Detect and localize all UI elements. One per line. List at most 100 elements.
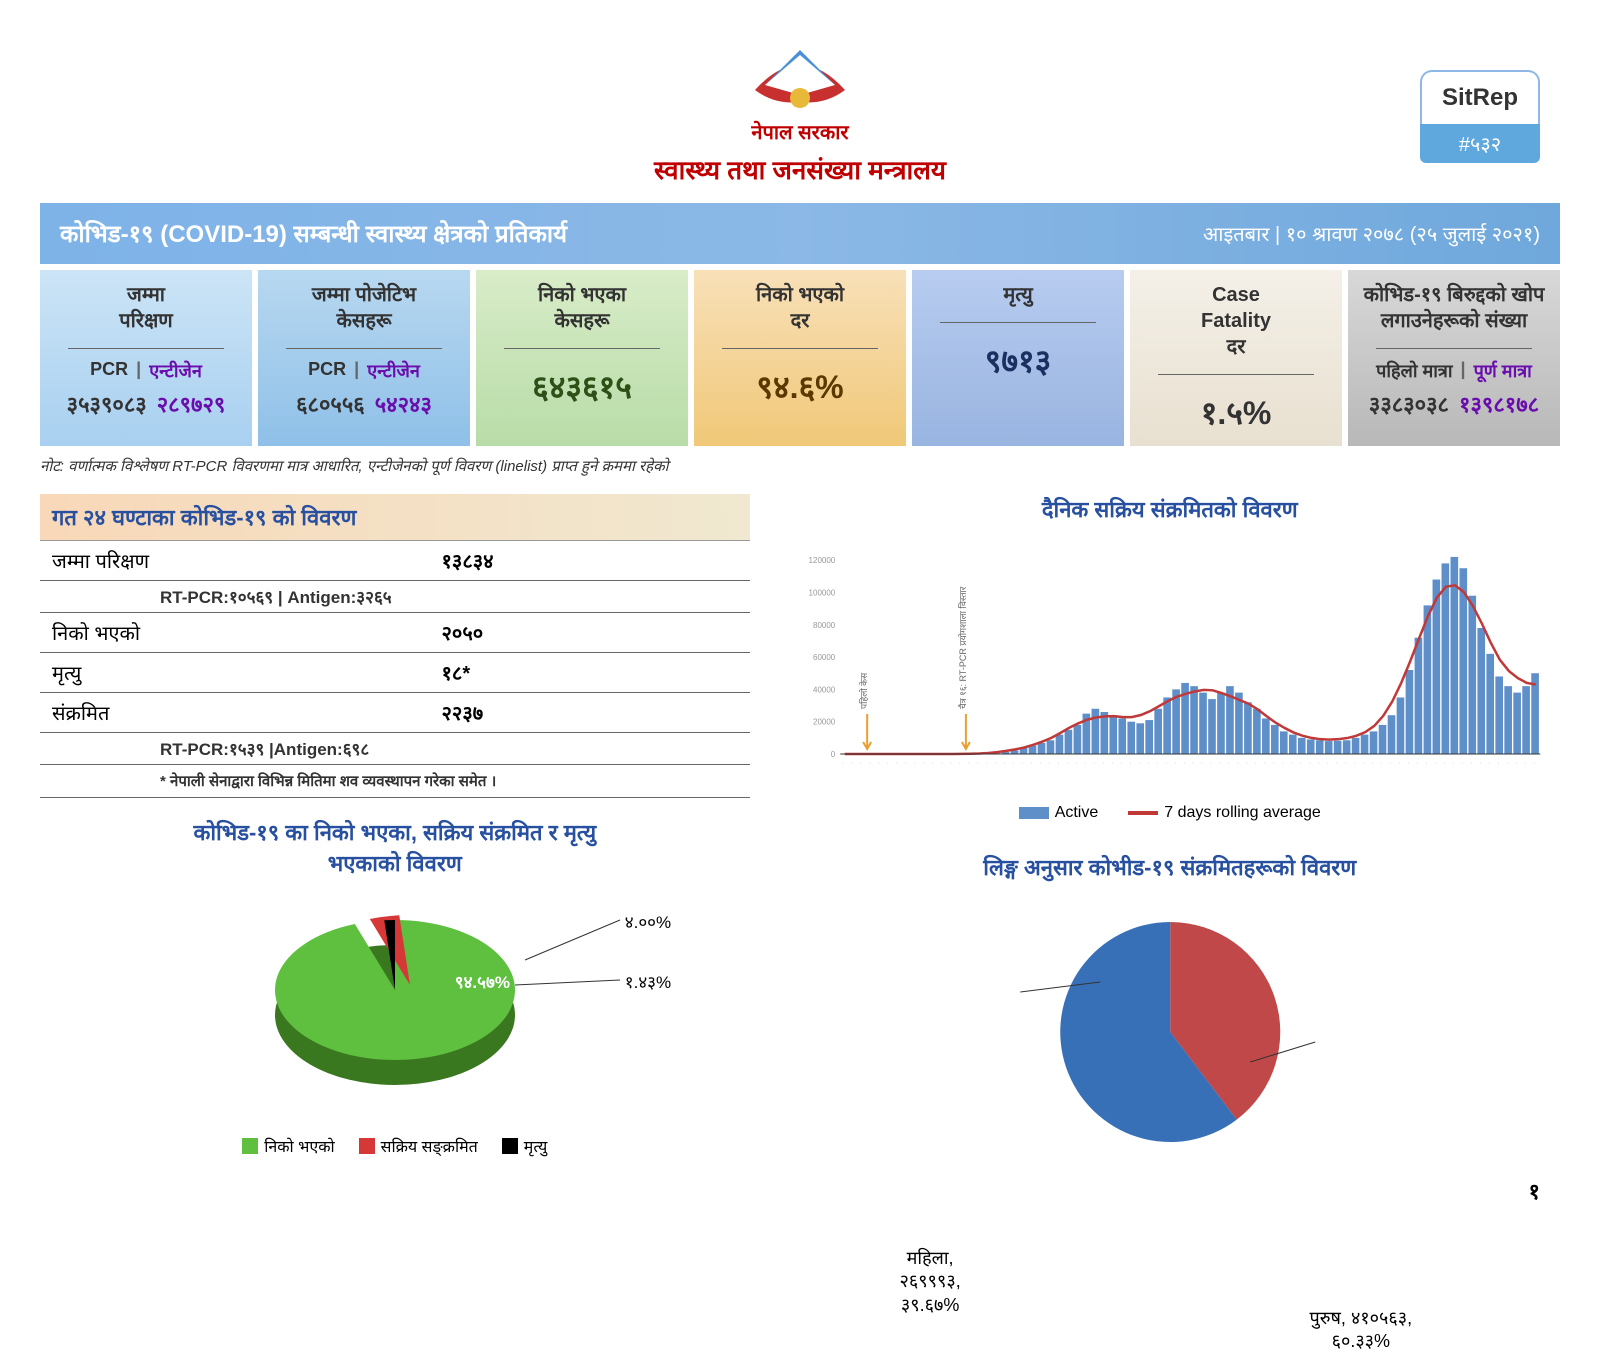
- svg-text:·: ·: [1262, 762, 1268, 764]
- status-pie-title: कोभिड-१९ का निको भएका, सक्रिय संक्रमित र…: [40, 818, 750, 880]
- card-sub-labels: PCR|एन्टीजेन: [308, 359, 420, 383]
- legend-rolling: 7 days rolling average: [1128, 804, 1321, 822]
- card-title: निको भएका केसहरू: [538, 282, 626, 334]
- svg-text:·: ·: [1531, 762, 1537, 764]
- government-text: नेपाल सरकार: [40, 118, 1560, 145]
- svg-text:·: ·: [1011, 762, 1017, 764]
- svg-text:·: ·: [867, 762, 873, 764]
- svg-text:·: ·: [1083, 762, 1089, 764]
- svg-text:·: ·: [1513, 762, 1519, 764]
- card-title: जम्मा परिक्षण: [119, 282, 173, 334]
- card-sub-values: ३५३९०८३२८९७२९: [67, 389, 226, 419]
- svg-text:·: ·: [1118, 762, 1124, 764]
- table-subrow: RT-PCR:१५३९ |Antigen:६९८: [40, 733, 750, 765]
- svg-text:·: ·: [1109, 762, 1115, 764]
- stat-card: Case Fatality दर १.५%: [1130, 270, 1342, 446]
- gender-label-male: पुरुष, ४१०५६३, ६०.३३%: [1310, 1307, 1413, 1354]
- card-sub-values: ६८०५५६५४२४३: [296, 389, 432, 419]
- status-pie-legend: निको भएकोसक्रिय सङ्क्रमितमृत्यु: [40, 1135, 750, 1157]
- svg-text:·: ·: [1379, 762, 1385, 764]
- stat-card: मृत्यु ९७१३: [912, 270, 1124, 446]
- svg-text:80000: 80000: [813, 621, 836, 630]
- stat-card: जम्मा परिक्षणPCR|एन्टीजेन३५३९०८३२८९७२९: [40, 270, 252, 446]
- svg-text:100000: 100000: [808, 588, 835, 597]
- svg-text:·: ·: [930, 762, 936, 764]
- svg-text:·: ·: [984, 762, 990, 764]
- svg-text:·: ·: [1065, 762, 1071, 764]
- svg-text:·: ·: [1199, 762, 1205, 764]
- svg-text:·: ·: [1298, 762, 1304, 764]
- card-value: ६४३६१५: [532, 365, 632, 408]
- active-chart: 020000400006000080000100000120000पहिलो क…: [780, 534, 1560, 794]
- card-value: १.५%: [1201, 391, 1272, 434]
- card-title: मृत्यु: [1003, 282, 1032, 308]
- table-row: जम्मा परिक्षण१३८३४: [40, 541, 750, 581]
- svg-text:·: ·: [1235, 762, 1241, 764]
- svg-text:·: ·: [1442, 762, 1448, 764]
- svg-text:·: ·: [1056, 762, 1062, 764]
- legend-active-label: Active: [1055, 804, 1099, 822]
- svg-text:·: ·: [1522, 762, 1528, 764]
- svg-text:·: ·: [1136, 762, 1142, 764]
- legend-item: निको भएको: [242, 1135, 334, 1157]
- svg-text:·: ·: [849, 762, 855, 764]
- table-subrow: RT-PCR:१०५६९ | Antigen:३२६५: [40, 581, 750, 613]
- svg-text:0: 0: [830, 750, 835, 759]
- svg-text:·: ·: [1002, 762, 1008, 764]
- svg-text:·: ·: [1397, 762, 1403, 764]
- pie-label-active: ४.००%: [625, 910, 671, 933]
- title-left: कोभिड-१९ (COVID-19) सम्बन्धी स्वास्थ्य क…: [60, 217, 567, 250]
- title-date: आइतबार | १० श्रावण २०७८ (२५ जुलाई २०२१): [1203, 220, 1540, 247]
- main-grid: गत २४ घण्टाका कोभिड-१९ को विवरण जम्मा पर…: [40, 494, 1560, 1172]
- svg-text:120000: 120000: [808, 556, 835, 565]
- pie-label-recovered: ९४.५७%: [455, 970, 510, 993]
- svg-text:·: ·: [1325, 762, 1331, 764]
- card-title: निको भएको दर: [756, 282, 844, 334]
- table-row: निको भएको२०५०: [40, 613, 750, 653]
- svg-text:·: ·: [1307, 762, 1313, 764]
- svg-text:·: ·: [1433, 762, 1439, 764]
- svg-text:·: ·: [876, 762, 882, 764]
- legend-active: Active: [1019, 804, 1099, 822]
- svg-text:·: ·: [1316, 762, 1322, 764]
- card-title: कोभिड-१९ बिरुद्दको खोप लगाउनेहरूको संख्य…: [1364, 282, 1545, 334]
- svg-text:·: ·: [1020, 762, 1026, 764]
- card-title: Case Fatality दर: [1201, 282, 1271, 360]
- svg-text:·: ·: [1504, 762, 1510, 764]
- svg-text:·: ·: [1190, 762, 1196, 764]
- table-row: मृत्यु१८*: [40, 653, 750, 693]
- svg-text:·: ·: [993, 762, 999, 764]
- stat-card: निको भएको दर ९४.६%: [694, 270, 906, 446]
- svg-text:·: ·: [912, 762, 918, 764]
- svg-text:20000: 20000: [813, 718, 836, 727]
- svg-text:60000: 60000: [813, 653, 836, 662]
- svg-text:·: ·: [1253, 762, 1259, 764]
- svg-text:·: ·: [1101, 762, 1107, 764]
- svg-text:·: ·: [957, 762, 963, 764]
- sitrep-badge: SitRep #५३२: [1420, 70, 1540, 163]
- svg-text:·: ·: [1477, 762, 1483, 764]
- svg-text:·: ·: [1154, 762, 1160, 764]
- stat-card: निको भएका केसहरू ६४३६१५: [476, 270, 688, 446]
- card-sub-labels: पहिलो मात्रा|पूर्ण मात्रा: [1376, 359, 1532, 383]
- svg-text:·: ·: [840, 762, 846, 764]
- svg-text:·: ·: [1172, 762, 1178, 764]
- svg-text:·: ·: [1074, 762, 1080, 764]
- card-value: ९४.६%: [756, 365, 843, 408]
- svg-text:·: ·: [1226, 762, 1232, 764]
- svg-text:·: ·: [1451, 762, 1457, 764]
- svg-text:·: ·: [1271, 762, 1277, 764]
- svg-text:·: ·: [1029, 762, 1035, 764]
- stat-card: जम्मा पोजेटिभ केसहरूPCR|एन्टीजेन६८०५५६५४…: [258, 270, 470, 446]
- stat-cards-row: जम्मा परिक्षणPCR|एन्टीजेन३५३९०८३२८९७२९जम…: [40, 270, 1560, 446]
- svg-text:·: ·: [1361, 762, 1367, 764]
- header: नेपाल सरकार स्वास्थ्य तथा जनसंख्या मन्त्…: [40, 30, 1560, 187]
- svg-text:·: ·: [1334, 762, 1340, 764]
- svg-text:·: ·: [1280, 762, 1286, 764]
- card-value: ९७१३: [985, 339, 1052, 382]
- svg-text:·: ·: [903, 762, 909, 764]
- svg-text:·: ·: [1289, 762, 1295, 764]
- gender-label-female: महिला, २६९९९३, ३९.६७%: [900, 1247, 961, 1317]
- nepal-emblem-icon: [745, 30, 855, 110]
- svg-text:·: ·: [1038, 762, 1044, 764]
